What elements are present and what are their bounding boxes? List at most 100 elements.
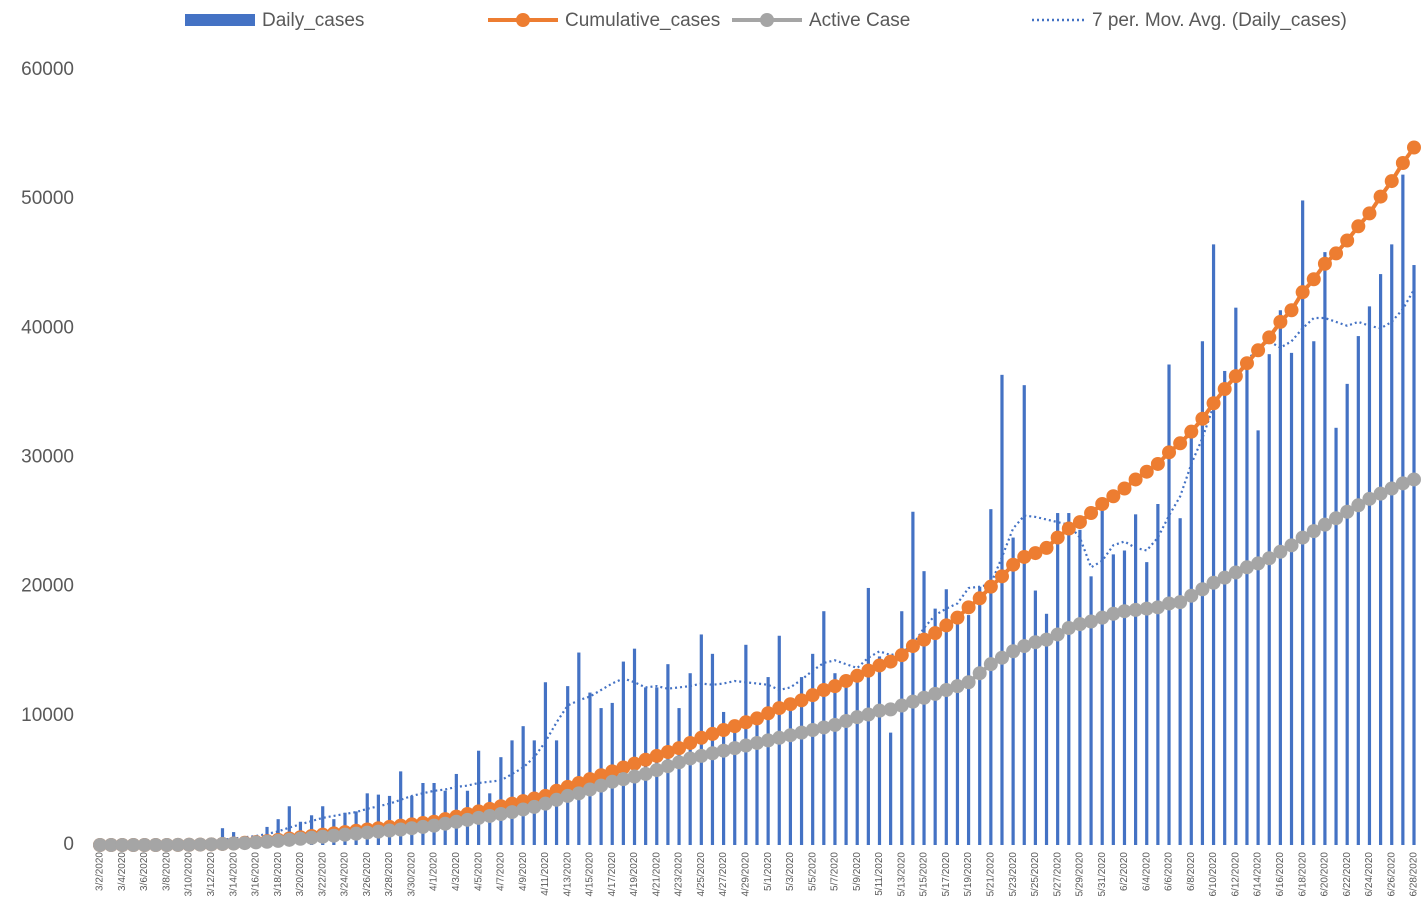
marker	[1184, 424, 1199, 439]
marker	[638, 752, 653, 767]
marker	[1340, 504, 1355, 519]
x-tick-label: 5/23/2020	[1008, 852, 1019, 897]
x-tick-label: 5/5/2020	[807, 852, 818, 891]
bar	[510, 740, 514, 845]
bar	[1067, 513, 1071, 845]
marker	[1150, 600, 1165, 615]
marker	[917, 690, 932, 705]
marker	[1262, 330, 1277, 345]
marker	[794, 693, 809, 708]
bar	[1033, 590, 1037, 845]
marker	[248, 835, 263, 850]
marker	[237, 836, 252, 851]
x-tick-label: 4/29/2020	[741, 852, 752, 897]
marker	[1017, 549, 1032, 564]
bar	[321, 806, 325, 845]
marker	[1317, 517, 1332, 532]
marker	[315, 829, 330, 844]
marker	[1340, 233, 1355, 248]
marker	[1351, 219, 1366, 234]
marker	[850, 668, 865, 683]
marker	[571, 786, 586, 801]
legend-label: Daily_cases	[262, 10, 364, 31]
marker	[204, 837, 219, 852]
marker	[649, 748, 664, 763]
marker	[605, 764, 620, 779]
bar	[365, 793, 369, 845]
marker	[1195, 582, 1210, 597]
marker	[594, 768, 609, 783]
y-tick-label: 30000	[21, 447, 74, 468]
marker	[1095, 610, 1110, 625]
x-tick-label: 4/19/2020	[629, 852, 640, 897]
marker	[883, 702, 898, 717]
bar	[1156, 504, 1160, 845]
marker	[393, 822, 408, 837]
bar	[1289, 352, 1294, 845]
bar	[1378, 274, 1383, 845]
marker	[1217, 382, 1232, 397]
bar	[844, 678, 848, 845]
marker	[1329, 246, 1344, 261]
marker	[750, 735, 764, 750]
marker	[1395, 156, 1410, 170]
x-tick-label: 6/26/2020	[1386, 852, 1397, 897]
marker	[271, 833, 286, 848]
bar	[1390, 244, 1394, 845]
marker	[1072, 515, 1087, 530]
marker	[705, 746, 720, 761]
x-tick-label: 3/22/2020	[317, 852, 328, 897]
marker	[1306, 524, 1321, 539]
marker	[282, 832, 297, 847]
bar	[1011, 537, 1015, 845]
marker	[560, 788, 575, 803]
marker	[1117, 604, 1132, 619]
marker	[894, 698, 909, 713]
marker	[371, 824, 386, 839]
x-tick-label: 6/18/2020	[1297, 852, 1308, 897]
marker	[293, 831, 308, 846]
marker	[905, 639, 920, 654]
bar	[721, 711, 726, 845]
marker	[939, 683, 954, 697]
marker	[727, 741, 742, 756]
marker	[738, 715, 753, 730]
marker	[761, 706, 776, 721]
bar	[577, 652, 581, 845]
x-tick-label: 4/9/2020	[518, 852, 529, 891]
marker	[928, 626, 943, 641]
marker	[1407, 472, 1421, 487]
bar	[1301, 200, 1305, 846]
marker	[226, 836, 241, 851]
marker	[148, 838, 163, 852]
x-tick-label: 5/17/2020	[941, 852, 952, 897]
bar	[1356, 336, 1360, 845]
marker	[1106, 606, 1121, 621]
x-tick-label: 3/28/2020	[384, 852, 395, 897]
marker	[449, 814, 464, 829]
marker	[738, 738, 753, 753]
marker	[104, 838, 119, 852]
marker	[660, 745, 675, 759]
marker	[1295, 530, 1310, 545]
marker	[382, 823, 397, 838]
x-tick-label: 4/7/2020	[496, 852, 507, 891]
x-tick-label: 6/4/2020	[1141, 852, 1152, 891]
marker	[527, 799, 542, 814]
marker	[616, 772, 631, 787]
marker	[1184, 588, 1199, 603]
marker	[1206, 575, 1221, 590]
marker	[1273, 314, 1288, 329]
bar	[1401, 174, 1405, 845]
marker	[1061, 621, 1076, 635]
x-tick-label: 3/18/2020	[273, 852, 284, 897]
marker	[438, 816, 453, 831]
x-tick-label: 5/13/2020	[896, 852, 907, 897]
marker	[616, 760, 631, 775]
marker	[1173, 436, 1188, 451]
marker	[794, 725, 809, 740]
x-tick-label: 4/21/2020	[651, 852, 662, 897]
marker	[170, 837, 185, 852]
legend-label: 7 per. Mov. Avg. (Daily_cases)	[1092, 10, 1347, 31]
marker	[961, 600, 976, 615]
